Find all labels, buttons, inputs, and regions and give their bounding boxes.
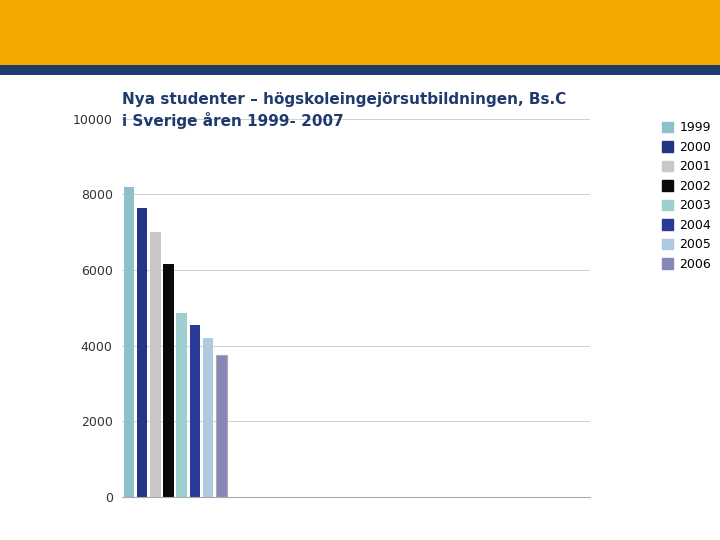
Legend: 1999, 2000, 2001, 2002, 2003, 2004, 2005, 2006: 1999, 2000, 2001, 2002, 2003, 2004, 2005… bbox=[658, 118, 715, 274]
Bar bbox=[216, 355, 227, 497]
Bar bbox=[137, 208, 148, 497]
Text: Nya studenter – högskoleingejörsutbildningen, Bs.C
i Sverige åren 1999- 2007: Nya studenter – högskoleingejörsutbildni… bbox=[122, 92, 567, 130]
Bar bbox=[150, 232, 161, 497]
Bar bbox=[189, 325, 200, 497]
Bar bbox=[203, 338, 213, 497]
Bar bbox=[124, 187, 134, 497]
Bar bbox=[163, 265, 174, 497]
Bar bbox=[176, 313, 187, 497]
